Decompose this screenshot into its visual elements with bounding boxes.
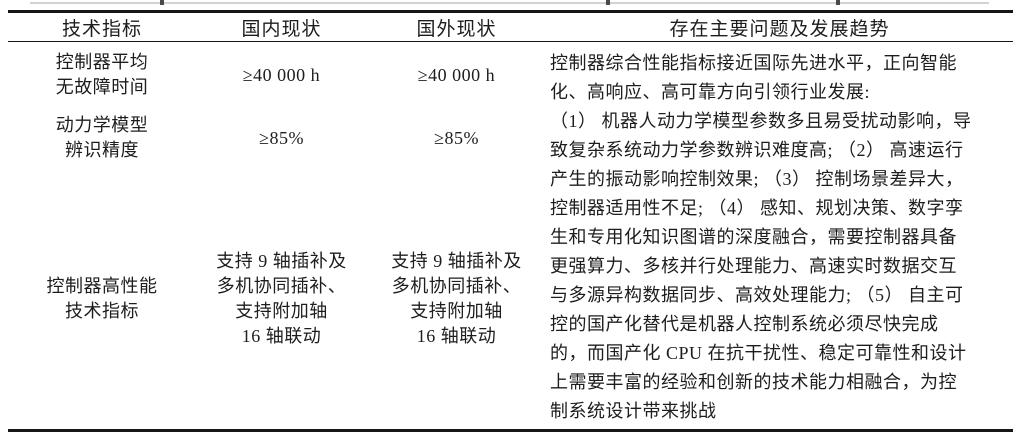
cell-row1-foreign: ≥40 000 h — [417, 64, 496, 85]
cell-row3-domestic: 支持 9 轴插补及 多机协同插补、 支持附加轴 16 轴联动 — [216, 250, 347, 346]
cell-row1-indicator: 控制器平均 无故障时间 — [55, 52, 149, 97]
table-body: 控制器平均 无故障时间 ≥40 000 h ≥40 000 h 控制器综合性能指… — [8, 42, 1013, 429]
cropped-caption-artifact — [30, 2, 989, 4]
header-problems-trends: 存在主要问题及发展趋势 — [669, 18, 890, 40]
cell-problems-trends: 控制器综合性能指标接近国际先进水平，正向智能 化、高响应、高可靠方向引领行业发展… — [550, 53, 972, 421]
header-foreign-status: 国外现状 — [416, 18, 497, 40]
header-tech-indicator: 技术指标 — [61, 18, 142, 40]
table-header-row: 技术指标 国内现状 国外现状 存在主要问题及发展趋势 — [8, 13, 1013, 42]
cell-row1-domestic: ≥40 000 h — [242, 64, 321, 85]
cell-row2-foreign: ≥85% — [434, 127, 479, 148]
cell-row2-domestic: ≥85% — [259, 127, 304, 148]
header-domestic-status: 国内现状 — [241, 18, 322, 40]
cropped-text-descender-artifact — [606, 0, 610, 5]
cell-row3-foreign: 支持 9 轴插补及 多机协同插补、 支持附加轴 16 轴联动 — [391, 250, 522, 346]
cropped-text-descender-artifact — [836, 0, 840, 5]
cell-row2-indicator: 动力学模型 辨识精度 — [55, 115, 149, 160]
cropped-text-descender-artifact — [160, 0, 164, 5]
comparison-table: 技术指标 国内现状 国外现状 存在主要问题及发展趋势 控制器平均 无故障时间 ≥… — [8, 10, 1013, 432]
cell-row3-indicator: 控制器高性能 技术指标 — [46, 275, 158, 321]
